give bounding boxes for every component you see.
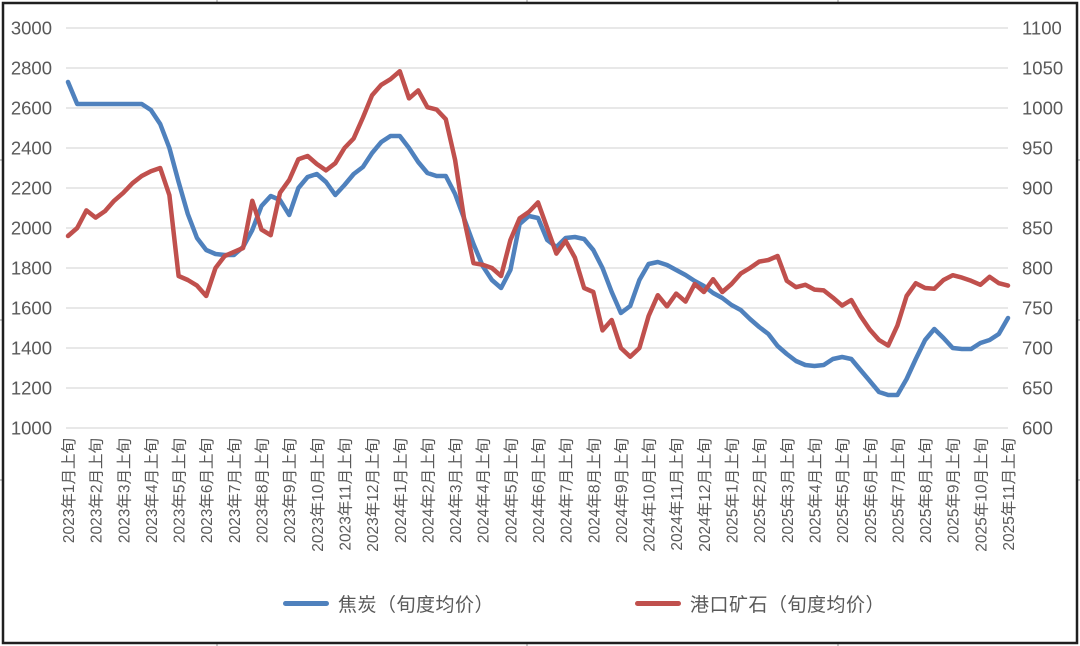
gridlines — [66, 27, 1008, 429]
x-axis-label: 2023年12月上旬 — [364, 438, 382, 552]
y-axis-right-label: 900 — [1022, 178, 1053, 199]
y-axis-right-label: 950 — [1022, 138, 1053, 159]
x-axis-label: 2024年12月上旬 — [696, 438, 714, 552]
x-axis-label: 2024年8月上旬 — [585, 438, 603, 543]
x-axis-label: 2023年9月上旬 — [281, 438, 299, 543]
x-axis-labels: 2023年1月上旬 2023年2月上旬 2023年3月上旬 2023年4月上旬 2023… — [60, 438, 1018, 552]
x-axis-label: 2024年4月上旬 — [475, 438, 493, 543]
x-axis-label: 2024年1月上旬 — [392, 438, 410, 543]
series-lines — [65, 68, 1011, 398]
x-axis-label: 2023年8月上旬 — [254, 438, 272, 543]
y-axis-left-label: 2200 — [11, 178, 52, 199]
x-axis-label: 2024年10月上旬 — [641, 438, 659, 552]
y-axis-left-label: 2600 — [11, 98, 52, 119]
x-axis-label: 2024年7月上旬 — [558, 438, 576, 543]
x-axis-label: 2024年3月上旬 — [447, 438, 465, 543]
x-axis-label: 2025年4月上旬 — [806, 438, 824, 543]
y-axis-left-label: 1600 — [11, 298, 52, 319]
x-axis-label: 2023年2月上旬 — [88, 438, 106, 543]
x-axis-label: 2023年11月上旬 — [336, 438, 354, 551]
x-axis-label: 2024年5月上旬 — [502, 438, 520, 543]
y-axis-left-label: 2400 — [11, 138, 52, 159]
y-axis-right-label: 1000 — [1022, 98, 1063, 119]
x-axis-label: 2025年2月上旬 — [751, 438, 769, 543]
x-axis-label: 2025年9月上旬 — [945, 438, 963, 543]
x-axis-label: 2025年3月上旬 — [779, 438, 797, 543]
y-axis-left-label: 2000 — [11, 218, 52, 239]
x-axis-label: 2025年10月上旬 — [972, 438, 990, 552]
y-axis-right-labels: 1100 1050 1000 950 900 850 800 750 700 650 600 — [1022, 18, 1063, 439]
x-axis-label: 2023年10月上旬 — [309, 438, 327, 552]
y-axis-right-label: 1100 — [1022, 18, 1062, 39]
y-axis-right-label: 700 — [1022, 338, 1053, 359]
y-axis-left-label: 1800 — [11, 258, 52, 279]
y-axis-right-label: 650 — [1022, 378, 1053, 399]
y-axis-right-label: 1050 — [1022, 58, 1063, 79]
y-axis-left-labels: 3000 2800 2600 2400 2200 2000 1800 1600 1400 1200… — [11, 18, 52, 439]
x-axis-label: 2025年5月上旬 — [834, 438, 852, 543]
ore-series-line — [65, 68, 1011, 360]
x-axis-label: 2023年1月上旬 — [60, 438, 78, 543]
x-axis-label: 2025年8月上旬 — [917, 438, 935, 543]
y-axis-left-label: 2800 — [11, 58, 52, 79]
y-axis-left-label: 3000 — [11, 18, 52, 39]
x-axis-label: 2024年6月上旬 — [530, 438, 548, 543]
x-axis-label: 2025年1月上旬 — [724, 438, 742, 543]
x-axis-label: 2023年5月上旬 — [171, 438, 189, 543]
y-axis-right-label: 800 — [1022, 258, 1053, 279]
y-axis-right-label: 850 — [1022, 218, 1053, 239]
x-axis-label: 2023年4月上旬 — [143, 438, 161, 543]
y-axis-left-label: 1200 — [11, 378, 52, 399]
x-axis-label: 2024年11月上旬 — [668, 438, 686, 551]
x-axis-label: 2024年9月上旬 — [613, 438, 631, 543]
x-axis-label: 2025年6月上旬 — [862, 438, 880, 543]
x-axis-label: 2023年6月上旬 — [198, 438, 216, 543]
y-axis-right-label: 750 — [1022, 298, 1053, 319]
x-axis-label: 2023年7月上旬 — [226, 438, 244, 543]
y-axis-left-label: 1400 — [11, 338, 52, 359]
x-axis-label: 2023年3月上旬 — [115, 438, 133, 543]
y-axis-left-label: 1000 — [11, 418, 52, 439]
x-axis-label: 2025年11月上旬 — [1000, 438, 1018, 551]
y-axis-right-label: 600 — [1022, 418, 1053, 439]
x-axis-label: 2024年2月上旬 — [419, 438, 437, 543]
x-axis-label: 2025年7月上旬 — [889, 438, 907, 543]
